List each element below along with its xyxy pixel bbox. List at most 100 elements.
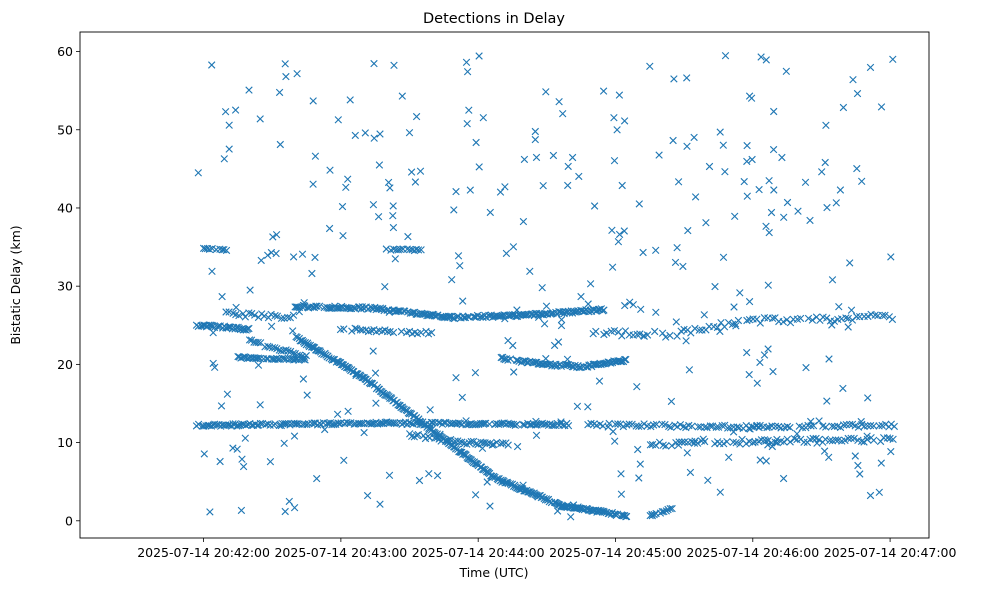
data-point (205, 245, 214, 253)
data-point (376, 130, 384, 138)
data-point (882, 420, 890, 429)
data-point (386, 184, 394, 192)
data-point (705, 162, 714, 171)
data-point (602, 329, 611, 337)
data-point (615, 91, 624, 99)
data-point (839, 421, 848, 429)
data-point (875, 488, 883, 496)
data-point (404, 232, 412, 241)
data-point (592, 327, 600, 336)
data-point (425, 470, 433, 478)
data-point (764, 281, 772, 289)
data-point (618, 181, 626, 190)
data-point (389, 223, 398, 232)
data-point (532, 417, 540, 426)
data-point (382, 245, 390, 253)
data-point (256, 115, 264, 123)
y-tick-label: 30 (57, 279, 73, 294)
data-point (339, 232, 347, 240)
data-point (837, 315, 846, 323)
data-point (559, 110, 567, 118)
data-point (300, 299, 308, 307)
data-point (298, 250, 307, 258)
data-point (444, 312, 453, 320)
data-point (267, 310, 275, 319)
data-point (670, 75, 678, 83)
data-point (769, 367, 777, 376)
data-point (652, 441, 660, 449)
data-point (587, 419, 595, 428)
data-point (716, 128, 724, 136)
data-point (478, 419, 487, 428)
data-point (398, 92, 406, 100)
data-point (740, 177, 748, 186)
y-tick-label: 0 (65, 513, 73, 528)
data-point (351, 324, 359, 332)
data-point (712, 423, 720, 431)
data-point (721, 168, 729, 176)
data-point (436, 430, 444, 438)
data-point (372, 399, 380, 407)
data-point (798, 423, 807, 432)
data-point (870, 422, 878, 430)
data-point (823, 314, 831, 322)
data-point (768, 442, 776, 451)
data-point (384, 178, 393, 187)
data-point (390, 61, 398, 69)
data-point (870, 436, 878, 444)
data-point (731, 212, 739, 220)
data-point (239, 326, 247, 334)
data-points (192, 52, 898, 521)
data-point (243, 325, 252, 333)
data-point (622, 512, 631, 521)
data-point (464, 313, 472, 321)
data-point (866, 421, 875, 430)
data-point (669, 136, 677, 145)
data-point (414, 246, 423, 254)
data-point (254, 361, 263, 369)
data-point (550, 341, 559, 350)
data-point (674, 178, 683, 186)
data-point (825, 355, 833, 363)
data-point (282, 72, 290, 81)
data-point (716, 488, 724, 496)
data-point (639, 332, 648, 340)
data-point (846, 420, 854, 429)
data-point (762, 222, 770, 230)
data-point (752, 422, 761, 430)
data-point (448, 276, 456, 284)
data-point (721, 52, 730, 60)
data-point (222, 246, 231, 255)
data-point (352, 370, 360, 378)
data-point (825, 453, 833, 461)
data-point (521, 311, 530, 319)
data-point (506, 355, 515, 363)
data-point (839, 384, 847, 393)
data-point (648, 512, 656, 520)
data-point (690, 133, 698, 142)
data-point (711, 282, 719, 291)
data-point (764, 441, 772, 449)
data-point (299, 375, 308, 383)
data-point (321, 425, 329, 434)
data-point (822, 121, 830, 129)
data-point (289, 253, 298, 261)
data-point (256, 419, 265, 428)
data-point (416, 167, 425, 175)
data-point (616, 357, 625, 366)
data-point (836, 186, 845, 194)
data-point (568, 153, 577, 162)
data-point (844, 323, 852, 331)
data-point (633, 383, 641, 391)
data-point (584, 300, 592, 308)
data-point (720, 440, 728, 448)
data-point (367, 327, 376, 335)
data-point (822, 423, 830, 431)
data-point (391, 255, 399, 263)
data-point (662, 442, 670, 450)
data-point (245, 336, 254, 344)
data-point (888, 315, 897, 324)
data-point (501, 183, 509, 191)
data-point (475, 163, 483, 171)
